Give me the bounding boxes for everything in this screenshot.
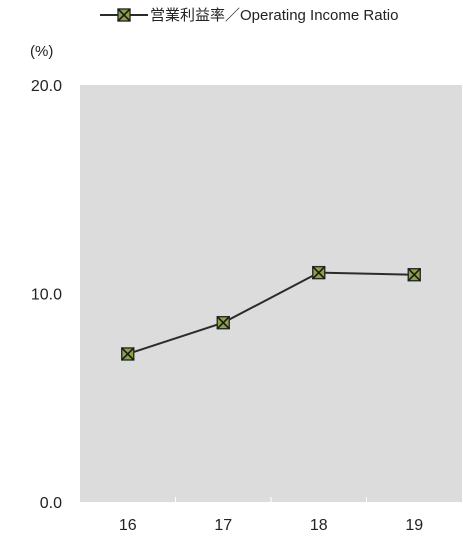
series-operating-income-ratio	[121, 265, 421, 361]
plot-area	[80, 85, 462, 502]
x-tick-label: 16	[119, 517, 137, 534]
x-tick-label: 19	[405, 517, 423, 534]
y-axis-unit-label: (%)	[30, 43, 53, 60]
data-point-marker	[216, 315, 230, 330]
legend-marker	[117, 8, 131, 22]
x-tick-label: 18	[310, 517, 328, 534]
legend: 営業利益率／Operating Income Ratio	[100, 7, 398, 24]
x-tick-label: 17	[214, 517, 232, 534]
y-tick-label: 10.0	[31, 287, 62, 304]
data-point-marker	[312, 265, 326, 280]
legend-label: 営業利益率／Operating Income Ratio	[150, 7, 398, 24]
data-point-marker	[407, 268, 421, 282]
series-line	[127, 271, 415, 355]
data-point-marker	[121, 347, 135, 361]
y-tick-label: 20.0	[31, 78, 62, 95]
x-axis-ticks: 16 17 18 19	[119, 497, 423, 534]
y-tick-label: 0.0	[40, 495, 62, 512]
y-axis-ticks: 0.0 10.0 20.0	[31, 78, 62, 512]
